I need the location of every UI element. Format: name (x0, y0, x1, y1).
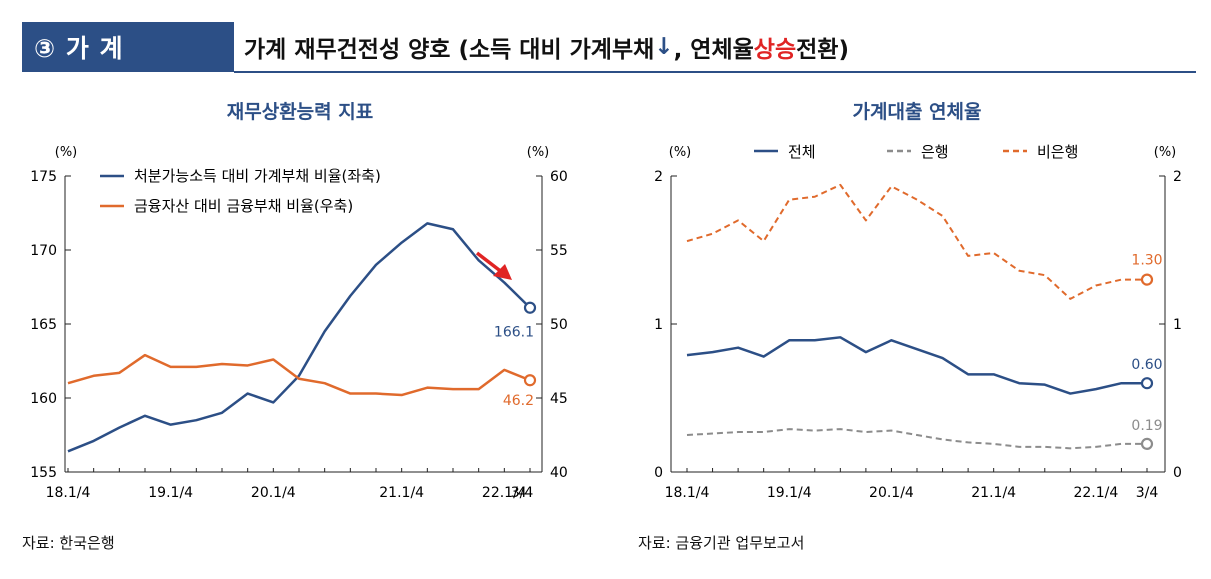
chart-title: 가계대출 연체율 (853, 101, 982, 123)
chart-delinquency-rate: 가계대출 연체율 (%) (%) 0 0 1 1 2 2 18.1/4 19.1/4 20.1/4 21… (654, 101, 1182, 501)
right-tick-label: 50 (550, 317, 568, 333)
left-unit: (%) (55, 145, 78, 160)
x-tick-label: 20.1/4 (251, 485, 296, 501)
series-end-label-2: 0.19 (1131, 418, 1162, 434)
x-tick-label: 22.1/4 (482, 485, 527, 501)
series-line-3 (686, 183, 1147, 300)
left-tick-label: 165 (30, 317, 57, 333)
series-end-marker-3 (1140, 273, 1154, 286)
series-end-label-3: 1.30 (1131, 253, 1162, 269)
source-right: 자료: 금융기관 업무보고서 (638, 534, 805, 552)
series-line-1 (686, 336, 1147, 395)
x-tick-label: 3/4 (1136, 485, 1159, 501)
header-divider (234, 71, 1196, 73)
legend-label-2: 은행 (921, 143, 949, 161)
series-end-marker-2 (523, 374, 537, 387)
title-highlight: 상승 (753, 37, 797, 63)
series-end-marker-1 (1140, 377, 1154, 390)
right-unit: (%) (527, 145, 550, 160)
right-tick-label: 40 (550, 465, 568, 481)
series-line-2 (686, 428, 1147, 450)
right-tick-label: 60 (550, 169, 568, 185)
series-line-1 (67, 222, 531, 453)
x-tick-label: 3/4 (511, 485, 534, 501)
x-tick-label: 19.1/4 (148, 485, 193, 501)
x-tick-label: 21.1/4 (971, 485, 1016, 501)
left-tick-label: 155 (30, 465, 57, 481)
series-end-marker-1 (523, 301, 537, 314)
series-line-2 (67, 353, 531, 397)
series-end-label-2: 46.2 (503, 393, 534, 409)
x-tick-label: 20.1/4 (869, 485, 914, 501)
x-tick-label: 18.1/4 (46, 485, 91, 501)
right-tick-label: 1 (1173, 317, 1182, 333)
right-tick-label: 2 (1173, 169, 1182, 185)
legend-label-3: 비은행 (1037, 143, 1078, 161)
page-title: 가계 재무건전성 양호 (소득 대비 가계부채 ↓, 연체율 상승 전환) (244, 22, 849, 72)
legend-label-1: 처분가능소득 대비 가계부채 비율(좌축) (134, 167, 381, 185)
series-end-label-1: 166.1 (494, 325, 534, 341)
legend-label-1: 전체 (788, 143, 816, 161)
source-left: 자료: 한국은행 (22, 534, 115, 552)
x-tick-label: 19.1/4 (767, 485, 812, 501)
title-pre: 가계 재무건전성 양호 (소득 대비 가계부채 (244, 37, 655, 63)
series-end-label-1: 0.60 (1131, 357, 1162, 373)
left-tick-label: 2 (654, 169, 663, 185)
legend-label-2: 금융자산 대비 금융부채 비율(우축) (134, 197, 353, 215)
title-post: 전환) (796, 37, 849, 63)
right-tick-label: 0 (1173, 465, 1182, 481)
left-tick-label: 0 (654, 465, 663, 481)
left-tick-label: 1 (654, 317, 663, 333)
right-tick-label: 45 (550, 391, 568, 407)
series-end-marker-2 (1140, 437, 1154, 450)
x-tick-label: 18.1/4 (665, 485, 710, 501)
red-arrow-head (493, 264, 512, 280)
x-tick-label: 21.1/4 (379, 485, 424, 501)
x-tick-label: 22.1/4 (1073, 485, 1118, 501)
right-tick-label: 55 (550, 243, 568, 259)
right-unit: (%) (1154, 145, 1177, 160)
left-tick-label: 175 (30, 169, 57, 185)
down-arrow-icon: ↓ (654, 34, 674, 60)
left-tick-label: 160 (30, 391, 57, 407)
title-mid: , 연체율 (673, 37, 754, 63)
left-unit: (%) (669, 145, 692, 160)
chart-title: 재무상환능력 지표 (227, 101, 373, 123)
chart-debt-service-ratio: 재무상환능력 지표 (%) (%) 175 170 165 160 155 60 55 50 45 40… (30, 101, 568, 501)
left-tick-label: 170 (30, 243, 57, 259)
red-arrow-shaft (475, 251, 505, 275)
section-badge: ③ 가 계 (22, 22, 234, 72)
